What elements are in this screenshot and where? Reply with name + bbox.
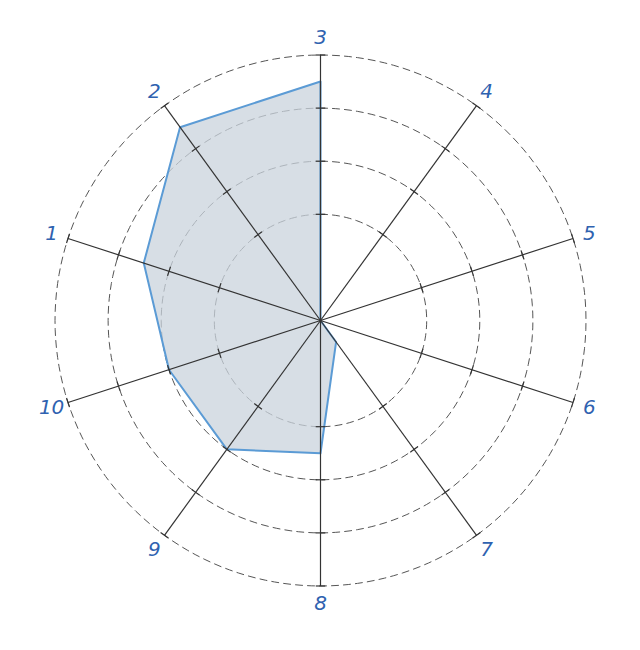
svg-text:7: 7 xyxy=(480,537,493,561)
svg-text:10: 10 xyxy=(39,395,64,419)
svg-text:1: 1 xyxy=(45,221,58,245)
svg-text:9: 9 xyxy=(148,537,161,561)
svg-text:8: 8 xyxy=(314,591,327,615)
svg-text:3: 3 xyxy=(314,25,327,49)
svg-text:2: 2 xyxy=(148,79,161,103)
svg-text:4: 4 xyxy=(480,79,493,103)
svg-text:5: 5 xyxy=(583,221,596,245)
svg-text:6: 6 xyxy=(583,395,596,419)
